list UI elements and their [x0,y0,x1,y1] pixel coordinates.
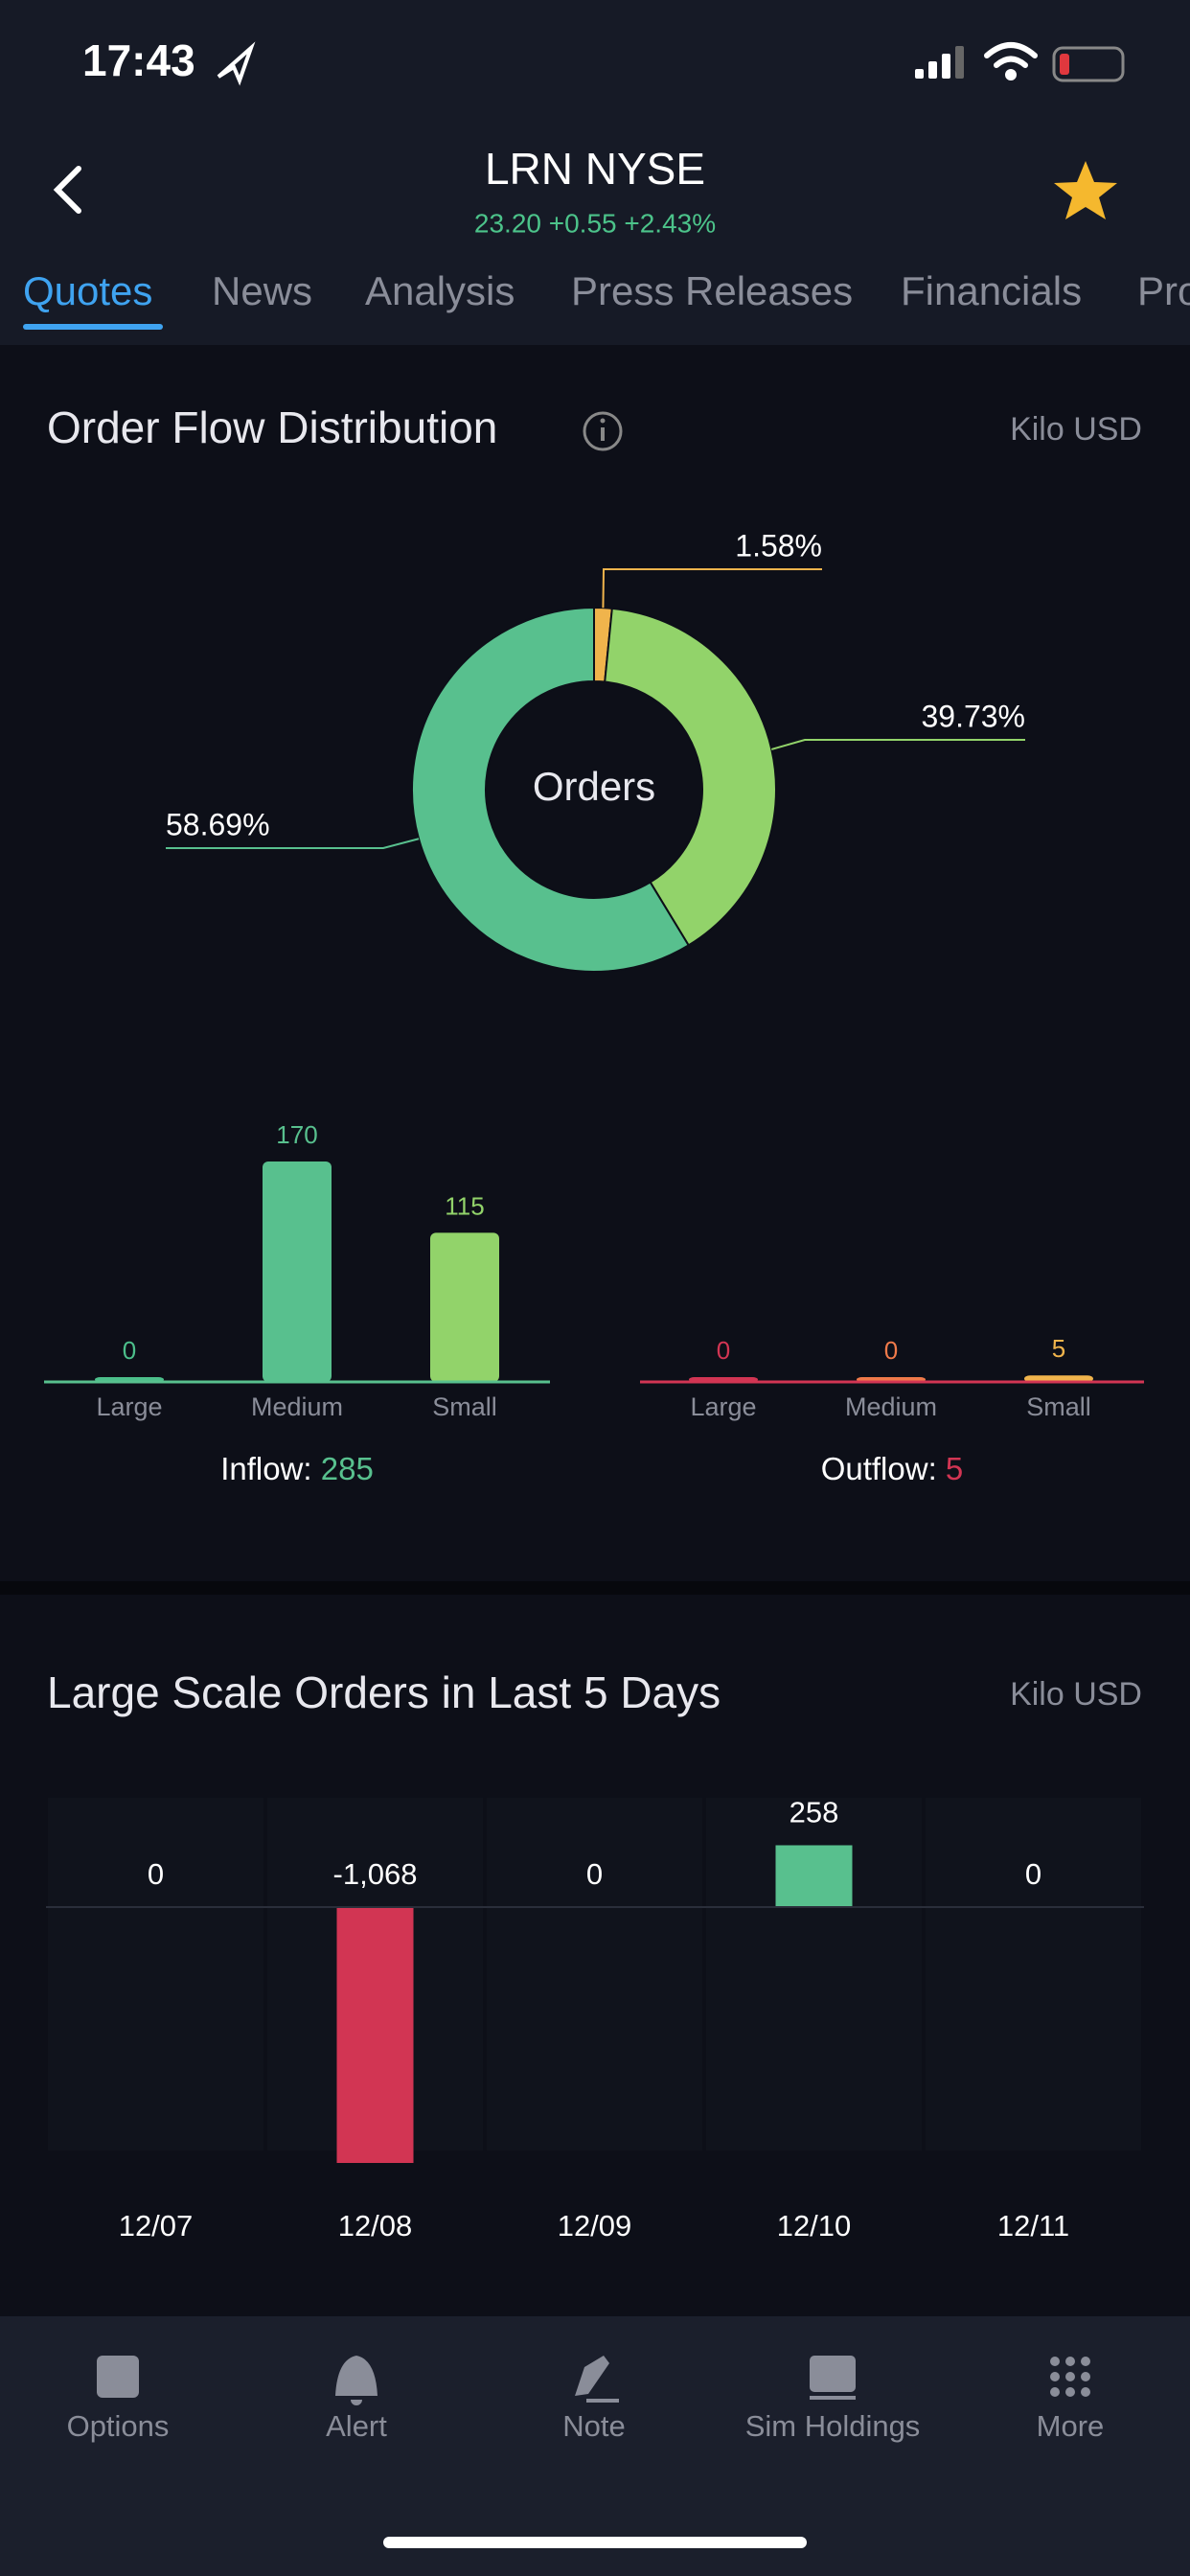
category-label: Small [432,1392,497,1421]
bar [263,1162,332,1382]
unit-label: Kilo USD [1010,411,1142,448]
bar-value-label: 0 [717,1336,730,1365]
bar [430,1232,499,1382]
tab[interactable]: Quotes [23,268,152,313]
bar-value-label: 115 [445,1191,484,1220]
time: 17:43 [82,35,195,85]
flow-bars: 0 Large 170 Medium 115 Small Inflow: 285 0 Large… [44,1120,1144,1486]
holdings-icon [810,2356,856,2392]
signal-icon [915,46,964,79]
bar-value-label: 5 [1052,1334,1065,1363]
x-tick-label: 12/11 [997,2209,1069,2242]
nav-item[interactable]: More [1037,2409,1105,2443]
column-bg [926,1798,1141,2150]
bar-value-label: 0 [1025,1857,1041,1891]
note-icon [575,2356,619,2403]
tab[interactable]: Pro [1137,268,1190,313]
flow-label: Inflow: [220,1451,311,1486]
back-button[interactable] [53,166,81,214]
info-icon[interactable] [583,411,623,451]
flow-total-value: 5 [946,1451,963,1486]
flow-total-value: 285 [321,1451,374,1486]
battery-icon [1052,46,1125,82]
column-bg [487,1798,702,2150]
category-label: Large [96,1392,162,1421]
flow-total: Outflow: 5 [821,1451,964,1486]
category-label: Large [690,1392,756,1421]
bar [1024,1375,1093,1382]
more-icon [1050,2357,1090,2397]
tab[interactable]: Financials [901,268,1082,313]
location-icon [217,41,256,86]
nav-item[interactable]: Note [562,2409,625,2443]
flow-total: Inflow: 285 [220,1451,374,1486]
column-bg [48,1798,263,2150]
bottom-nav-bg [0,2316,1190,2576]
bar-value-label: 258 [790,1796,839,1829]
category-label: Medium [251,1392,343,1421]
section-title: Large Scale Orders in Last 5 Days [47,1668,721,1717]
section-title: Order Flow Distribution [47,402,497,452]
large-orders-chart: 0 12/07 -1,068 12/08 0 12/09 258 12/10 0 12/11 [46,1796,1144,2242]
x-tick-label: 12/10 [777,2209,852,2242]
slice-label: 58.69% [166,807,270,841]
slice-label: 1.58% [735,528,822,563]
tab-indicator [23,324,163,330]
wifi-icon [984,42,1038,80]
holdings-icon-base [810,2396,856,2400]
slice-label: 39.73% [921,699,1025,733]
bar-value-label: 0 [884,1336,898,1365]
leader-line [602,568,822,609]
tab[interactable]: News [212,268,312,313]
tab[interactable]: Analysis [365,268,515,313]
alert-icon [335,2356,378,2405]
leader-line [771,739,1025,750]
x-tick-label: 12/08 [338,2209,413,2242]
unit-label: Kilo USD [1010,1676,1142,1713]
bar-value-label: 0 [586,1857,603,1891]
header-title: LRN NYSE [485,144,705,194]
battery-level [1060,54,1069,75]
bar-value-label: 0 [148,1857,164,1891]
bar [336,1907,414,2163]
favorite-star[interactable] [1054,161,1117,219]
home-indicator [383,2537,807,2548]
donut-chart: 1.58% 39.73% 58.69% Orders [166,528,1025,973]
bar-value-label: -1,068 [333,1857,418,1891]
donut-center-label: Orders [533,764,655,809]
nav-item[interactable]: Options [67,2409,170,2443]
divider [0,1581,1190,1595]
donut-slice [604,607,777,947]
options-icon [97,2356,139,2398]
category-label: Small [1026,1392,1091,1421]
nav-item[interactable]: Sim Holdings [745,2409,921,2443]
leader-line [166,838,420,849]
category-label: Medium [845,1392,937,1421]
bar [775,1845,853,1907]
bar-value-label: 0 [123,1336,136,1365]
header-quote: 23.20 +0.55 +2.43% [474,208,716,238]
donut-slice [411,606,691,973]
bar-value-label: 170 [276,1120,317,1149]
tab[interactable]: Press Releases [571,268,853,313]
flow-label: Outflow: [821,1451,937,1486]
x-tick-label: 12/07 [119,2209,194,2242]
header-bg [0,0,1190,345]
x-tick-label: 12/09 [558,2209,632,2242]
nav-item[interactable]: Alert [326,2409,387,2443]
nav-icons [97,2356,1090,2405]
tabs: Quotes News Analysis Press Releases Financia… [23,268,1190,313]
bottom-nav: Options Alert Note Sim Holdings More [67,2409,1105,2443]
